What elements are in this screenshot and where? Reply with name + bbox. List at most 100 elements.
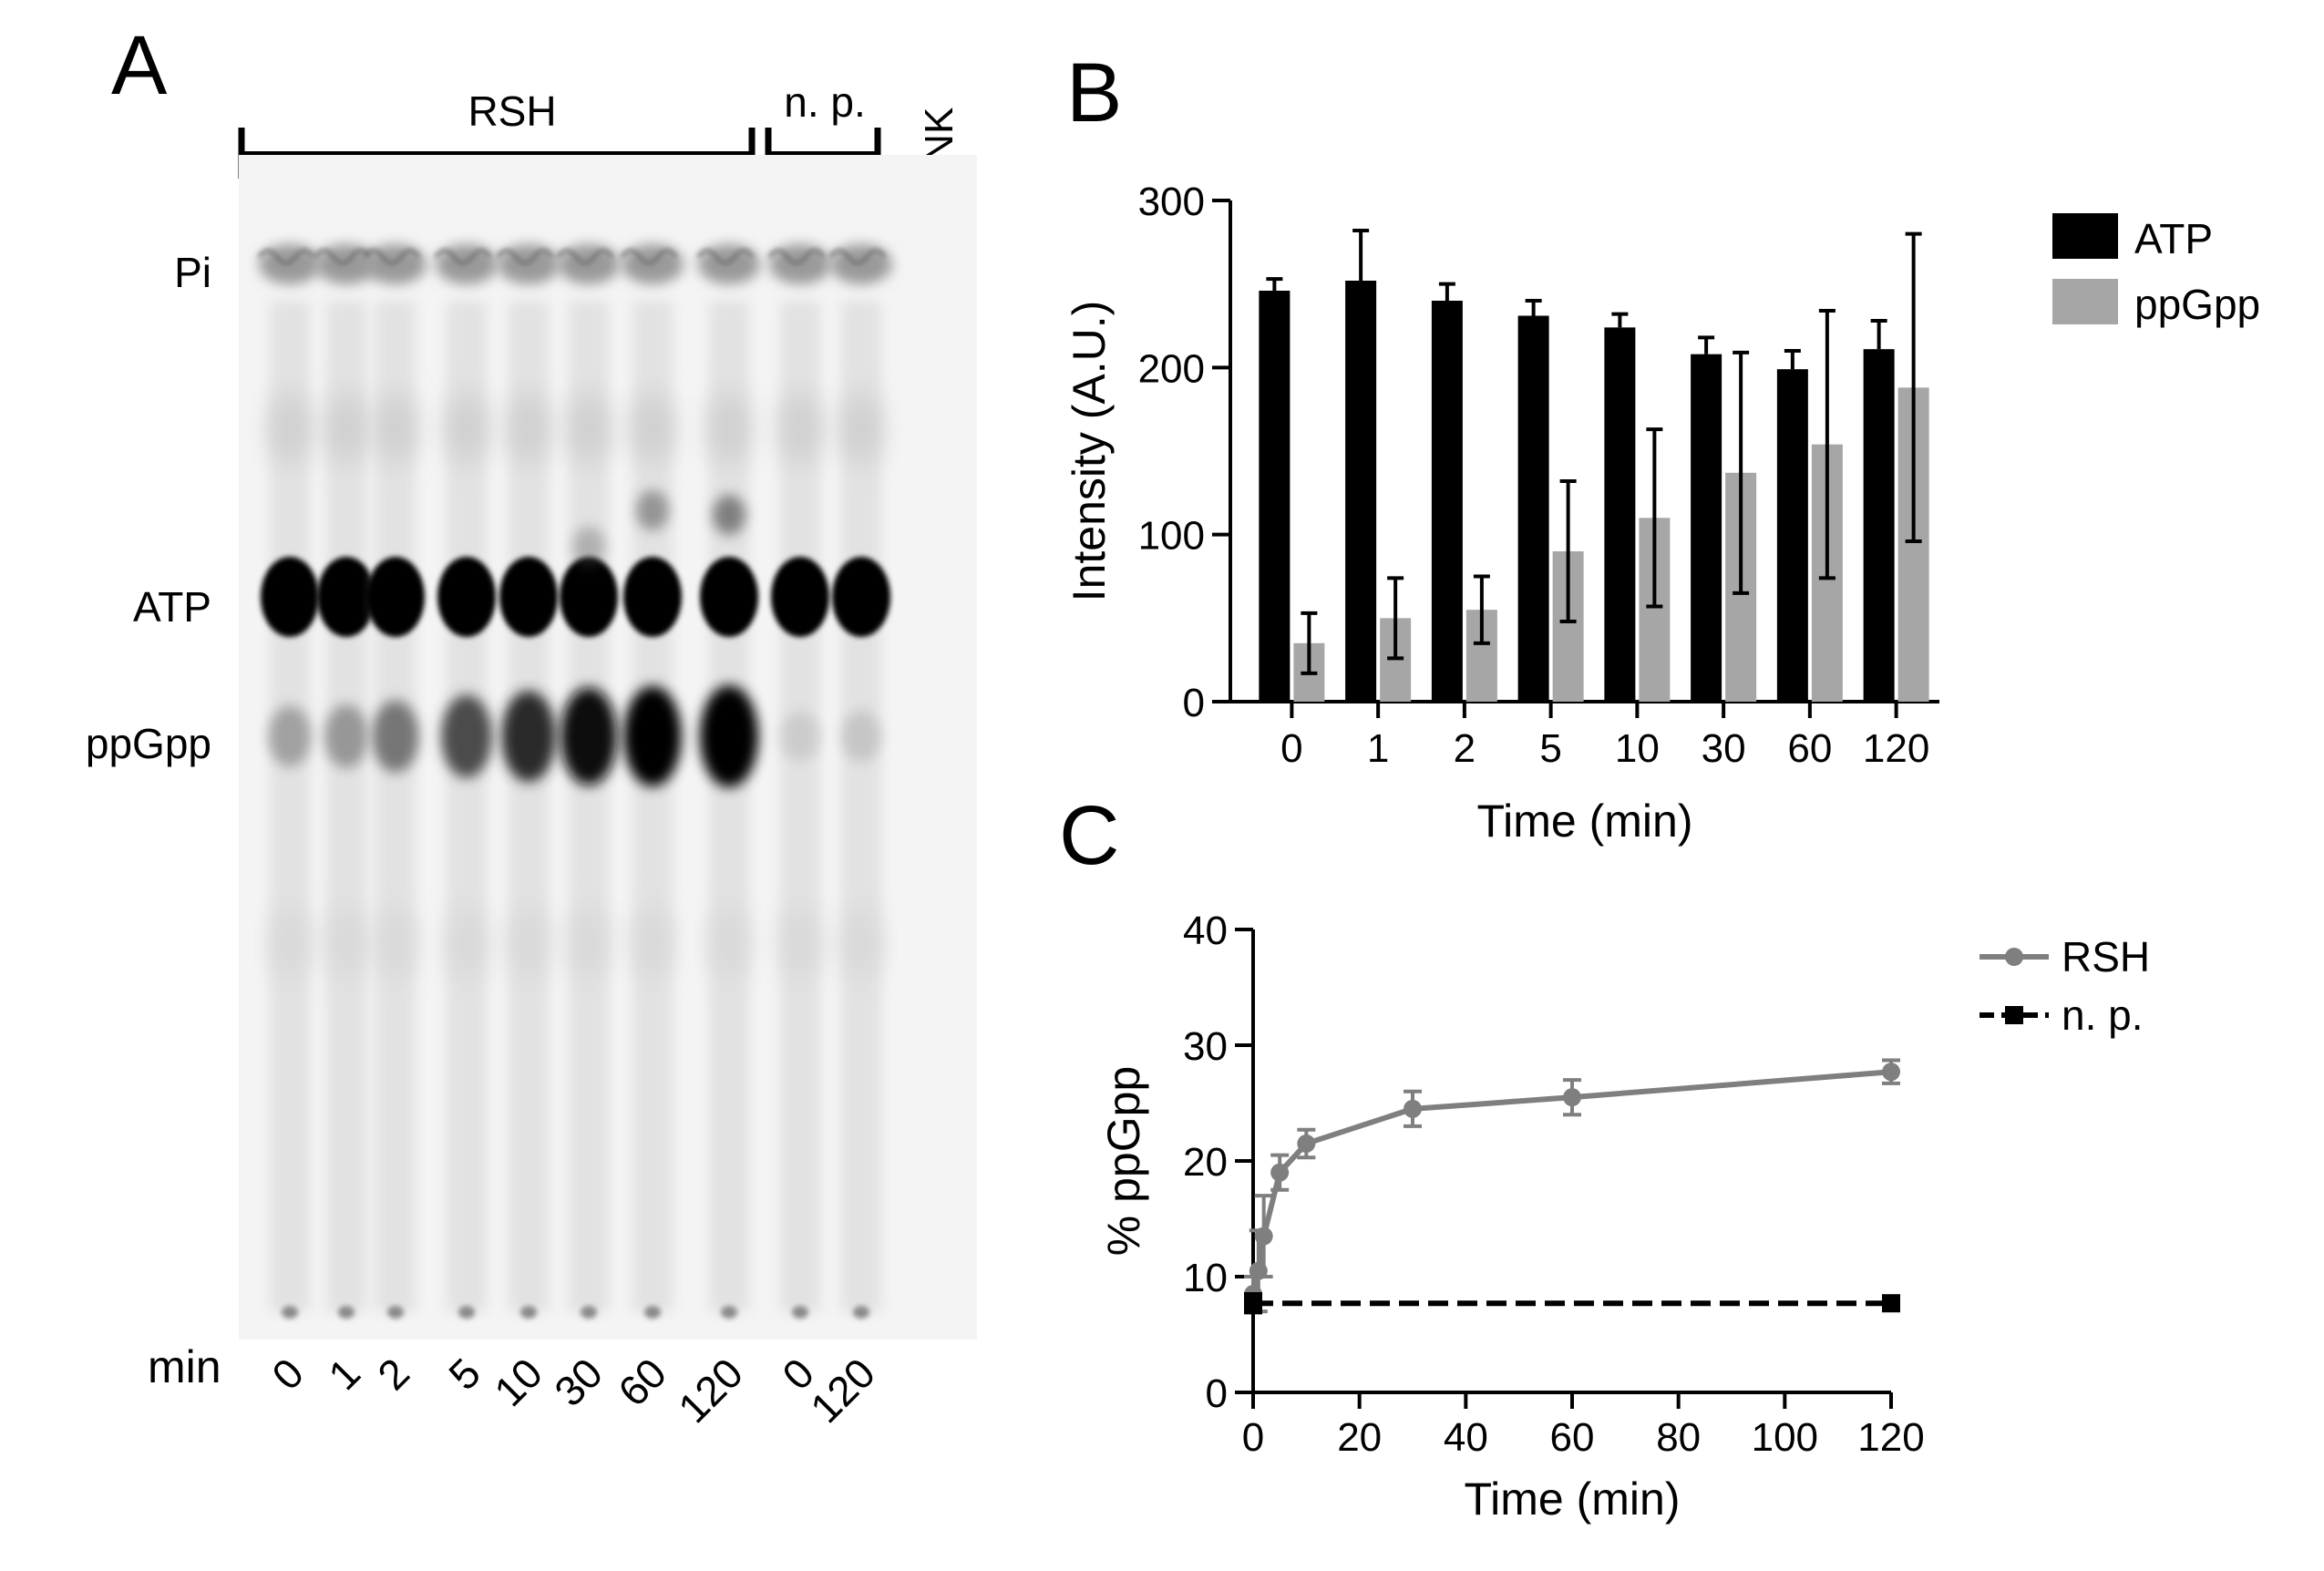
bar-y-tick-label: 0 [1183, 681, 1205, 725]
lower-smear-spot [782, 907, 818, 980]
lane-smear [780, 301, 820, 1312]
side-product-spot [572, 527, 605, 567]
lane-label: 120 [801, 1349, 884, 1432]
atp-bar [1776, 369, 1808, 702]
line-y-axis-label: % ppGpp [1098, 1066, 1149, 1256]
pi-band-edge [696, 249, 755, 265]
row-label-ppgpp: ppGpp [86, 720, 211, 767]
lane-smear [709, 301, 749, 1312]
line-x-tick-label: 80 [1656, 1415, 1701, 1460]
lane-label: 60 [609, 1349, 675, 1415]
bar-y-tick-label: 200 [1138, 346, 1205, 391]
line-x-tick-label: 60 [1550, 1415, 1595, 1460]
gel-lane [696, 244, 760, 1319]
pi-band-edge [767, 249, 826, 265]
lower-smear-spot [272, 907, 308, 980]
upper-smear-spot [780, 392, 820, 465]
atp-bar [1863, 349, 1895, 702]
upper-smear-spot [270, 392, 310, 465]
lower-smear-spot [448, 907, 485, 980]
atp-spot [700, 557, 758, 637]
gel-lane [434, 244, 498, 1319]
lane-label: 2 [368, 1349, 418, 1399]
line-y-tick-label: 30 [1183, 1024, 1228, 1069]
atp-spot [560, 557, 618, 637]
line-y-tick-label: 10 [1183, 1256, 1228, 1300]
bar-x-tick-label: 60 [1787, 726, 1832, 771]
atp-spot [317, 557, 375, 637]
lane-label: 0 [262, 1349, 313, 1399]
rsh-point [1404, 1099, 1422, 1118]
gel-image [239, 155, 977, 1340]
ppgpp-spot [781, 711, 819, 762]
gel-lane [620, 244, 684, 1319]
legend-marker-np [2005, 1006, 2023, 1024]
origin-spot [282, 1306, 298, 1319]
panel-a-gel: A RSH n. p. BLANK Pi ATP ppGpp min 01251… [86, 19, 977, 1432]
bar-x-tick-label: 5 [1539, 726, 1561, 771]
lane-label: 10 [485, 1349, 551, 1415]
lane-smear [326, 301, 366, 1312]
series-np [1244, 1292, 1900, 1315]
legend-marker-rsh [2005, 948, 2023, 966]
pi-band-edge [620, 249, 678, 265]
atp-bar [1604, 327, 1636, 702]
lane-label: 120 [669, 1349, 752, 1432]
np-point [1882, 1294, 1900, 1313]
atp-bar [1517, 315, 1549, 702]
line-x-tick-label: 120 [1857, 1415, 1924, 1460]
ppgpp-spot [372, 700, 419, 773]
upper-smear-spot [375, 392, 416, 465]
ppgpp-spot [324, 704, 368, 768]
line-y-tick-label: 20 [1183, 1140, 1228, 1185]
origin-spot [721, 1306, 737, 1319]
lane-smear [509, 301, 549, 1312]
np-point [1244, 1294, 1262, 1313]
rsh-point [1254, 1227, 1273, 1246]
ppgpp-spot [842, 710, 880, 763]
panel-letter-b: B [1066, 46, 1122, 139]
atp-spot [499, 557, 558, 637]
atp-spot [437, 557, 496, 637]
lower-smear-spot [328, 907, 365, 980]
panel-c-line-chart: C 0 10 20 30 40 0 20 40 60 80 100 120 Time (min) % pp… [1059, 789, 2150, 1525]
origin-spot [853, 1306, 869, 1319]
upper-smear-spot [569, 392, 609, 465]
gel-lane [314, 244, 377, 1319]
rsh-point [1297, 1134, 1316, 1153]
legend-label-atp: ATP [2134, 215, 2213, 262]
legend-label-ppgpp: ppGpp [2134, 281, 2260, 328]
ppgpp-spot [700, 685, 758, 787]
panel-letter-c: C [1059, 789, 1119, 882]
upper-smear-spot [447, 392, 487, 465]
row-label-pi: Pi [174, 249, 211, 296]
ppgpp-spot [269, 705, 311, 767]
bar-x-tick-label: 1 [1367, 726, 1389, 771]
gel-lane [767, 244, 831, 1319]
line-y-tick-label: 40 [1183, 909, 1228, 953]
legend-label-np: n. p. [2062, 991, 2144, 1039]
gel-lane [363, 244, 427, 1319]
side-product-spot [713, 495, 746, 535]
line-x-tick-label: 40 [1444, 1415, 1488, 1460]
pi-band-edge [828, 249, 887, 265]
atp-bar [1345, 281, 1377, 702]
ppgpp-spot [441, 694, 492, 778]
lower-smear-spot [711, 907, 747, 980]
ppgpp-spot [560, 687, 618, 786]
lower-smear-spot [377, 907, 414, 980]
pi-band-edge [257, 249, 315, 265]
atp-spot [623, 557, 682, 637]
origin-spot [644, 1306, 661, 1319]
line-x-tick-label: 100 [1752, 1415, 1818, 1460]
lane-smear [447, 301, 487, 1312]
legend-swatch-ppgpp [2052, 279, 2118, 324]
bar-x-tick-label: 120 [1863, 726, 1929, 771]
bar-x-axis-label: Time (min) [1476, 796, 1692, 847]
bar-y-tick-label: 100 [1138, 514, 1205, 559]
atp-bar [1431, 301, 1463, 702]
rsh-point [1563, 1088, 1581, 1107]
gel-lane [828, 244, 892, 1319]
ppgpp-spot [501, 691, 556, 782]
